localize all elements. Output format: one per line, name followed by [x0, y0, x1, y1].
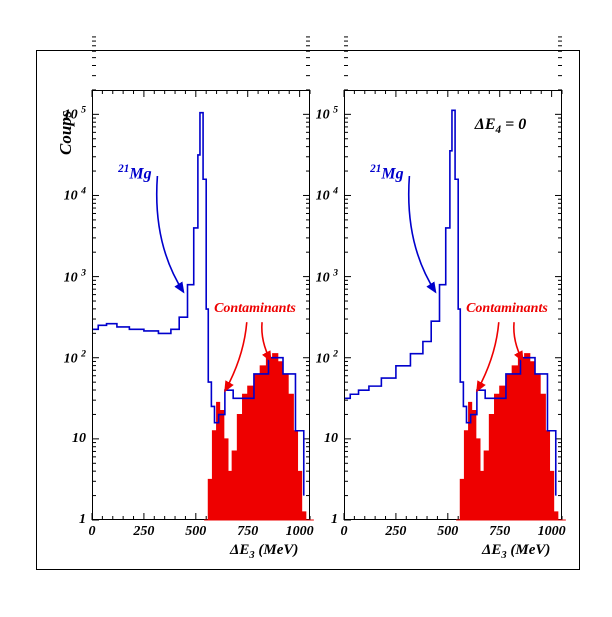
x-axis-label: ΔE3 (MeV): [230, 542, 298, 561]
contaminants-arrow: [225, 322, 247, 391]
y-tick-label: 10 5: [64, 105, 86, 124]
contaminants-arrow: [477, 322, 499, 391]
x-tick-label: 0: [341, 524, 348, 540]
y-tick-label: 10 3: [64, 267, 86, 286]
x-tick-label: 500: [185, 524, 206, 540]
panel-svg-right: [304, 80, 602, 570]
x-tick-label: 1000: [538, 524, 566, 540]
contaminants-label: Contaminants: [214, 301, 296, 317]
mg21-arrow: [157, 176, 184, 292]
contaminants-arrow: [514, 322, 523, 361]
x-tick-label: 750: [489, 524, 510, 540]
x-tick-label: 0: [89, 524, 96, 540]
y-tick-label: 1: [331, 512, 338, 528]
y-tick-label: 10: [324, 431, 338, 447]
x-tick-label: 250: [133, 524, 154, 540]
x-tick-label: 250: [385, 524, 406, 540]
x-tick-label: 500: [437, 524, 458, 540]
contaminants-histogram: [204, 354, 314, 520]
panel-title: ΔE4 = 0: [475, 116, 526, 136]
mg21-arrow: [409, 176, 436, 292]
contaminants-label: Contaminants: [466, 301, 548, 317]
mg21-label: 21Mg: [370, 163, 403, 183]
x-tick-label: 750: [237, 524, 258, 540]
contaminants-arrow: [262, 322, 271, 361]
y-tick-label: 10 5: [316, 105, 338, 124]
y-tick-label: 10 2: [316, 348, 338, 367]
y-tick-label: 10 4: [64, 186, 86, 205]
y-tick-label: 10 2: [64, 348, 86, 367]
y-tick-label: 1: [79, 512, 86, 528]
y-tick-label: 10 3: [316, 267, 338, 286]
contaminants-histogram: [456, 354, 566, 520]
y-tick-label: 10: [72, 431, 86, 447]
mg21-label: 21Mg: [118, 163, 151, 183]
y-tick-label: 10 4: [316, 186, 338, 205]
x-axis-label: ΔE3 (MeV): [482, 542, 550, 561]
